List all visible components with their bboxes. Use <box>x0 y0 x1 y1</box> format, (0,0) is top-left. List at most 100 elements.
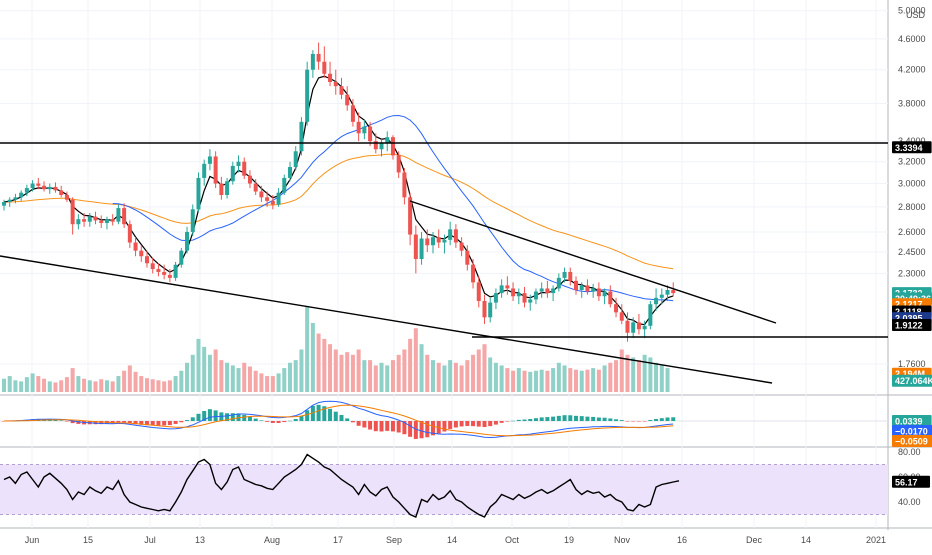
volume-bar <box>596 369 601 392</box>
candle <box>122 203 127 229</box>
svg-text:2.1118: 2.1118 <box>895 307 922 317</box>
candle <box>431 231 435 254</box>
candlesticks <box>2 42 676 342</box>
candle <box>545 280 550 298</box>
candle <box>19 190 24 201</box>
macd-histogram-bar <box>368 421 373 430</box>
macd-histogram-bar <box>99 421 104 425</box>
time-tick-label: Oct <box>505 535 520 545</box>
candle <box>322 46 327 78</box>
volume-bar <box>556 362 561 392</box>
macd-histogram-bar <box>619 420 624 421</box>
svg-text:2.194M: 2.194M <box>895 369 925 379</box>
volume-bar <box>99 379 104 392</box>
candle <box>150 257 155 274</box>
volume-bar <box>619 349 624 392</box>
volume-bar <box>276 373 281 392</box>
time-tick-label: 14 <box>447 535 457 545</box>
candle <box>465 245 470 271</box>
macd-histogram-bar <box>608 418 613 421</box>
volume-bar <box>70 368 75 392</box>
candle <box>162 264 167 280</box>
volume-bar <box>453 362 458 392</box>
volume-bar <box>419 344 424 392</box>
time-tick-label: 2021 <box>866 535 886 545</box>
price-tick-label: 1.7600 <box>898 359 926 369</box>
volume-bar <box>562 365 567 392</box>
macd-histogram-bar <box>305 410 310 421</box>
macd-histogram-bar <box>625 421 630 422</box>
macd-histogram-bar <box>53 419 58 421</box>
macd-histogram-bar <box>539 417 544 421</box>
price-tick-label: 4.2000 <box>898 65 926 75</box>
candle <box>368 121 373 147</box>
volume-bar <box>230 365 235 392</box>
candle <box>562 267 567 283</box>
macd-histogram-bar <box>671 417 676 421</box>
volume-bar <box>476 349 481 392</box>
macd-histogram-bar <box>76 421 81 424</box>
candle <box>419 231 424 265</box>
candle <box>556 273 561 292</box>
volume-bar <box>648 357 653 392</box>
candle <box>345 86 350 111</box>
volume-bar <box>533 370 538 392</box>
macd-histogram-bar <box>276 421 281 423</box>
volume-bar <box>442 365 447 392</box>
volume-bar <box>436 362 441 392</box>
descending-upper-trendline[interactable] <box>409 200 777 324</box>
volume-bar <box>551 368 556 392</box>
macd-badge: −0.0509 <box>892 435 932 447</box>
descending-lower-trendline[interactable] <box>0 255 773 384</box>
macd-histogram-bar <box>396 421 401 433</box>
macd-histogram-bar <box>202 410 207 421</box>
candle <box>659 288 664 305</box>
axes: 5.0000 4.6000 4.2000 3.8000 3.4000 3.2000 3.00… <box>25 6 926 545</box>
candle <box>259 185 264 203</box>
svg-text:56.17: 56.17 <box>895 477 918 487</box>
candle <box>471 259 476 289</box>
macd-histogram-bar <box>574 415 578 421</box>
macd-histogram-bar <box>190 417 195 421</box>
price-badges: 3.33942.173220:49:362.12172.11182.03951.… <box>892 141 932 488</box>
candle <box>127 220 132 248</box>
volume-bar <box>379 362 384 392</box>
candle <box>574 276 578 295</box>
macd-histogram-bar <box>636 421 641 422</box>
macd-histogram-bar <box>225 413 230 421</box>
svg-text:0.0339: 0.0339 <box>895 417 923 427</box>
ma-slow-line <box>3 153 674 270</box>
volume-bar <box>459 365 464 392</box>
macd-histogram-bar <box>482 421 487 428</box>
candle <box>133 237 138 257</box>
svg-text:−0.0170: −0.0170 <box>895 427 928 437</box>
macd-histogram-bar <box>568 415 573 421</box>
candle <box>265 191 270 207</box>
trendline-drawings[interactable] <box>0 142 888 384</box>
volume-bar <box>196 338 201 392</box>
macd-histogram-bar <box>362 421 367 428</box>
macd-histogram-bar <box>459 421 464 427</box>
candle <box>516 288 521 305</box>
candle <box>328 61 333 87</box>
candle <box>642 320 647 339</box>
time-tick-label: Dec <box>746 535 763 545</box>
volume-bar <box>659 365 664 392</box>
volume-bar <box>328 344 333 392</box>
macd-histogram-bar <box>253 418 258 421</box>
candle <box>448 221 453 246</box>
price-tick-label: 2.4500 <box>898 247 926 257</box>
macd-signal-line <box>4 404 674 437</box>
candle <box>356 112 361 142</box>
volume-bar <box>219 360 224 392</box>
candle <box>488 297 493 323</box>
candle <box>631 317 636 339</box>
rsi-tick-label: 80.00 <box>898 447 921 457</box>
volume-bar <box>493 362 498 392</box>
volume-bar <box>305 307 310 392</box>
rsi-tick-label: 40.00 <box>898 497 921 507</box>
candle <box>190 204 195 236</box>
price-tick-label: 2.8000 <box>898 202 926 212</box>
